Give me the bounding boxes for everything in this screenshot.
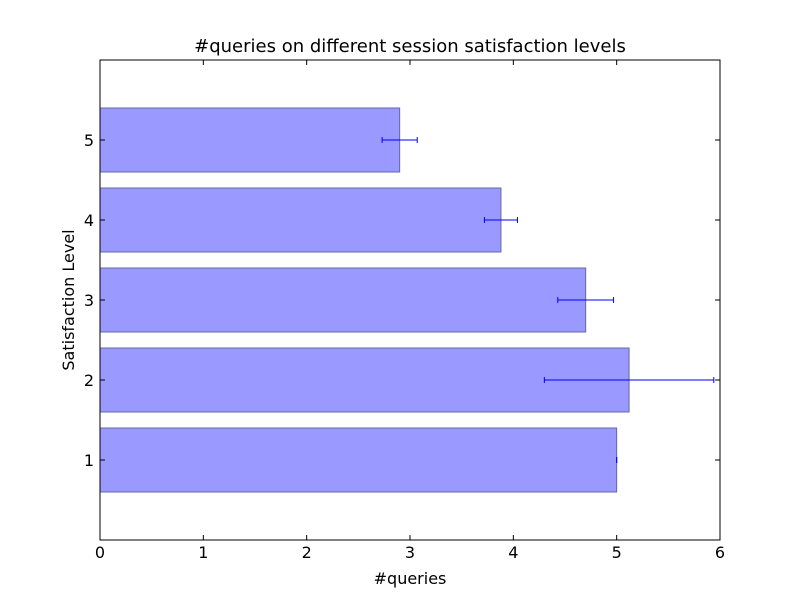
x-tick-label-4: 4 [508,543,518,562]
y-tick-label-1: 1 [84,451,94,470]
bar-2 [99,347,630,413]
y-tick-label-4: 4 [84,211,94,230]
x-tick-label-6: 6 [715,543,725,562]
y-tick-label-3: 3 [84,291,94,310]
x-tick-label-0: 0 [95,543,105,562]
error-bar-2 [543,377,715,383]
error-bar-4 [483,217,518,223]
error-bar-5 [381,137,418,143]
y-axis-label: Satisfaction Level [59,229,78,370]
x-tick-label-2: 2 [302,543,312,562]
x-tick-label-3: 3 [405,543,415,562]
y-tick-label-2: 2 [84,371,94,390]
bar-3 [99,267,587,333]
bar-4 [99,187,502,253]
error-bar-3 [557,297,615,303]
bar-5 [99,107,401,173]
y-tick-label-5: 5 [84,131,94,150]
x-tick-label-5: 5 [612,543,622,562]
bar-1 [99,427,618,493]
x-tick-label-1: 1 [198,543,208,562]
x-axis-label: #queries [374,569,447,588]
chart-title: #queries on different session satisfacti… [194,36,626,57]
